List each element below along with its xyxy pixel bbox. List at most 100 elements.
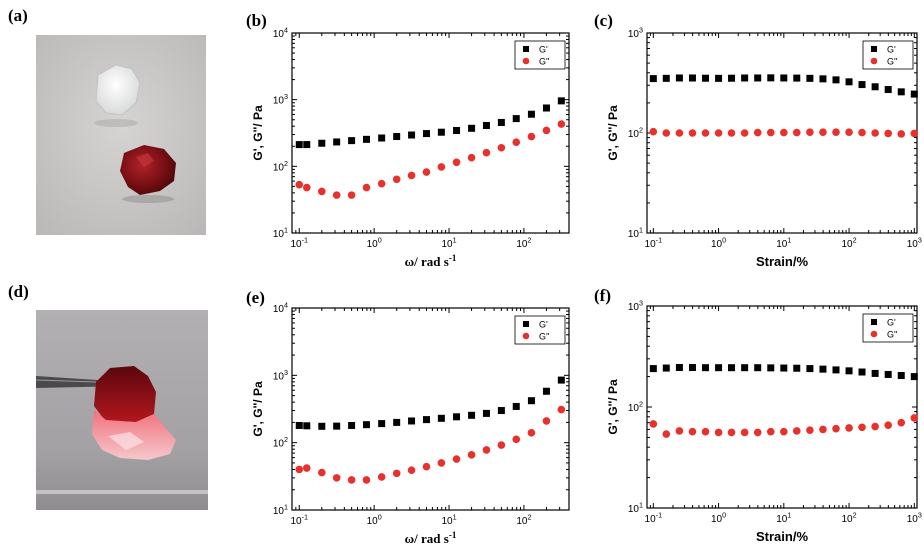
y-axis-label: G', G''/ Pa: [606, 379, 620, 435]
data-point-g-storage: [542, 387, 550, 395]
data-point-g-loss: [437, 163, 446, 171]
legend-label: G': [887, 318, 896, 328]
x-tick-label: 101: [776, 236, 791, 251]
data-point-g-storage: [662, 74, 670, 82]
data-point-g-storage: [675, 74, 683, 82]
photo-hydrogel-pieces: [36, 35, 206, 235]
data-point-g-storage: [378, 134, 386, 142]
data-point-g-storage: [858, 368, 866, 376]
x-tick-label: 103: [907, 511, 922, 526]
data-point-g-storage: [453, 413, 461, 421]
x-tick-label: 103: [907, 236, 922, 251]
red-gel-shape: [120, 145, 176, 195]
data-point-g-loss: [467, 451, 476, 459]
data-point-g-loss: [766, 128, 775, 137]
data-point-g-loss: [482, 446, 491, 454]
data-point-g-loss: [766, 427, 775, 436]
data-point-g-loss: [701, 427, 710, 436]
data-point-g-loss: [806, 128, 814, 136]
data-point-g-loss: [845, 424, 853, 432]
data-point-g-loss: [740, 428, 749, 437]
legend-label: G'': [539, 332, 550, 342]
x-axis-label: ω/ rad s-1: [405, 530, 457, 546]
data-point-g-storage: [422, 130, 430, 138]
data-point-g-storage: [845, 367, 853, 375]
photo-d-drawing: [36, 310, 208, 510]
legend-label: G'': [887, 57, 898, 67]
data-point-g-storage: [408, 131, 416, 139]
y-tick-label: 104: [273, 301, 288, 316]
panel-label-b: (b): [246, 11, 267, 30]
data-point-g-storage: [845, 78, 853, 86]
data-point-g-loss: [649, 127, 658, 136]
data-point-g-loss: [727, 428, 736, 437]
data-point-g-storage: [437, 414, 445, 422]
data-point-g-storage: [858, 81, 866, 89]
data-point-g-loss: [780, 128, 788, 137]
panel-label-c: (c): [594, 11, 613, 30]
data-point-g-storage: [897, 372, 905, 380]
data-point-g-loss: [649, 420, 658, 428]
data-point-g-loss: [910, 129, 919, 138]
legend-box: [514, 315, 566, 345]
data-point-g-storage: [333, 422, 341, 430]
legend-box: [862, 313, 914, 343]
data-point-g-loss: [392, 175, 401, 184]
data-point-g-loss: [832, 424, 840, 433]
data-point-g-storage: [497, 407, 505, 415]
data-point-g-storage: [702, 364, 710, 372]
x-tick-label: 102: [516, 513, 531, 528]
legend-label: G': [539, 320, 548, 330]
data-point-g-storage: [649, 75, 657, 83]
data-point-g-storage: [688, 74, 696, 82]
data-point-g-storage: [482, 121, 490, 129]
x-tick-label: 10-1: [290, 513, 308, 528]
data-point-g-storage: [362, 135, 370, 143]
photo-a-drawing: [36, 35, 206, 235]
data-point-g-storage: [333, 138, 341, 146]
data-point-g-storage: [897, 88, 905, 96]
data-point-g-loss: [527, 132, 536, 141]
x-tick-label: 102: [841, 511, 856, 526]
data-point-g-storage: [303, 422, 311, 430]
data-point-g-storage: [662, 364, 670, 372]
data-point-g-loss: [482, 148, 491, 157]
x-tick-label: 10-1: [290, 236, 308, 251]
data-point-g-storage: [408, 417, 416, 425]
data-point-g-storage: [910, 373, 918, 381]
data-point-g-storage: [754, 364, 762, 372]
data-point-g-storage: [497, 118, 505, 126]
x-tick-label: 100: [367, 236, 382, 251]
data-point-g-storage: [512, 115, 520, 123]
data-point-g-loss: [871, 422, 879, 431]
data-point-g-storage: [527, 110, 535, 118]
panel-label-f: (f): [594, 286, 611, 305]
data-point-g-loss: [332, 191, 341, 199]
data-point-g-loss: [858, 423, 866, 432]
data-point-g-loss: [422, 462, 431, 471]
data-point-g-storage: [871, 369, 879, 377]
data-point-g-loss: [753, 428, 762, 437]
data-point-g-storage: [557, 376, 565, 384]
data-point-g-loss: [701, 129, 710, 137]
data-point-g-storage: [780, 74, 788, 82]
data-point-g-storage: [793, 364, 801, 372]
data-point-g-loss: [347, 191, 356, 199]
x-tick-label: 102: [841, 236, 856, 251]
data-point-g-loss: [780, 427, 788, 436]
x-tick-label: 101: [776, 511, 791, 526]
data-point-g-loss: [897, 130, 906, 138]
data-point-g-storage: [741, 364, 749, 372]
data-point-g-storage: [362, 421, 370, 429]
panel-label-e: (e): [246, 288, 265, 307]
x-axis-label: Strain/%: [756, 254, 808, 269]
legend-label: G'': [887, 330, 898, 340]
data-point-g-loss: [295, 465, 304, 474]
data-point-g-loss: [347, 476, 356, 484]
data-point-g-loss: [467, 153, 476, 162]
chart-e: (e) 10-1 100 101 102 101 102 103 104 ω/ rad s-1 G'…: [246, 288, 570, 546]
y-tick-label: 103: [628, 299, 643, 314]
data-point-g-loss: [910, 414, 919, 422]
data-point-g-loss: [819, 425, 827, 434]
data-point-g-storage: [303, 141, 311, 149]
